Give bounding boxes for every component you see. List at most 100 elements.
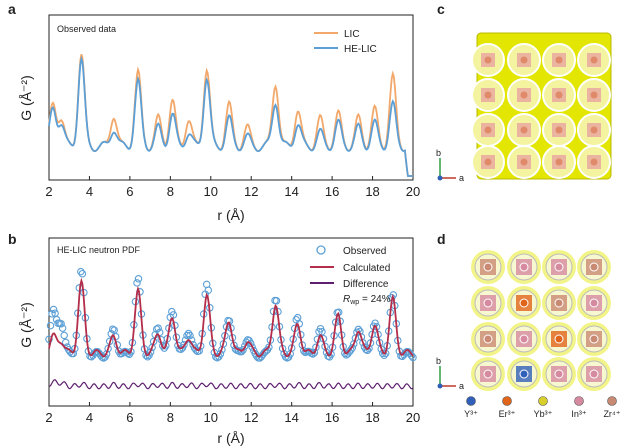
series-line-difference xyxy=(48,379,414,390)
panel-label-b: b xyxy=(8,231,17,247)
cation-site xyxy=(555,126,563,134)
cation-site xyxy=(555,56,563,64)
observed-point xyxy=(183,331,191,340)
ion-legend: Y³⁺ Er³⁺ Yb³⁺ In³⁺ Zr⁴⁺ xyxy=(464,396,621,419)
x-tick-label: 2 xyxy=(45,184,52,199)
x-tick-label: 18 xyxy=(365,410,379,425)
cation-site xyxy=(520,91,528,99)
cation-site xyxy=(590,91,598,99)
observed-point xyxy=(363,346,372,355)
observed-point xyxy=(61,338,70,347)
cation-site xyxy=(520,56,528,64)
plot-frame-a xyxy=(48,14,414,181)
observed-point xyxy=(309,350,317,358)
cation-site xyxy=(519,262,529,272)
panel-label-d: d xyxy=(437,231,446,247)
x-tick-label: 12 xyxy=(244,184,258,199)
observed-point xyxy=(204,286,213,294)
x-tick-label: 10 xyxy=(204,184,218,199)
x-tick-label: 14 xyxy=(284,184,298,199)
cation-site xyxy=(554,369,564,379)
axes-triad-d: b a xyxy=(436,356,464,391)
x-tick-label: 6 xyxy=(126,410,133,425)
observed-point xyxy=(169,311,178,319)
x-tick-label: 2 xyxy=(45,410,52,425)
observed-point xyxy=(272,297,281,305)
rwp-r: R xyxy=(343,294,350,305)
x-tick-label: 6 xyxy=(126,184,133,199)
observed-point xyxy=(134,275,143,283)
cation-site xyxy=(554,334,564,344)
rwp-sub: wp xyxy=(349,299,359,306)
legend-label-observed: Observed xyxy=(343,246,386,257)
cation-site xyxy=(484,91,492,99)
x-axis-label-b: r (Å) xyxy=(217,430,244,446)
cation-site xyxy=(519,298,529,308)
series-line-lic xyxy=(48,54,413,177)
cation-site xyxy=(520,126,528,134)
observed-point xyxy=(248,343,256,351)
observed-point xyxy=(154,324,162,332)
observed-point xyxy=(186,331,194,340)
x-axis-label-a: r (Å) xyxy=(217,207,244,223)
cation-site xyxy=(589,298,599,308)
observed-point xyxy=(184,329,193,338)
axis-a-label-c: a xyxy=(459,173,464,183)
legend-a: LIC HE-LIC xyxy=(314,29,377,55)
observed-point xyxy=(180,340,188,349)
observed-point xyxy=(237,347,246,356)
legend-b: Observed Calculated Difference Rwp = 24% xyxy=(310,245,391,306)
axes-triad-c: b a xyxy=(436,148,464,183)
series-lines-a xyxy=(48,54,413,177)
x-tick-label: 8 xyxy=(167,184,174,199)
series-line-calculated xyxy=(48,277,414,358)
x-ticks-a: 2 4 6 8 10 12 14 16 18 20 xyxy=(45,176,420,199)
panel-label-a: a xyxy=(8,1,16,17)
cation-site xyxy=(555,91,563,99)
legend-label-calculated: Calculated xyxy=(343,263,390,274)
observed-point xyxy=(45,335,53,344)
cation-site xyxy=(520,158,528,166)
y-axis-label-b: G (Å⁻²) xyxy=(18,302,34,348)
observed-point xyxy=(359,338,367,347)
ion-legend-swatch xyxy=(466,396,476,406)
axis-b-label-c: b xyxy=(436,148,441,158)
cation-site xyxy=(483,369,493,379)
ion-legend-swatch xyxy=(574,396,584,406)
panel-label-c: c xyxy=(437,1,445,17)
x-tick-label: 10 xyxy=(204,410,218,425)
cation-site xyxy=(484,126,492,134)
rwp-label: Rwp = 24% xyxy=(343,294,391,306)
observed-point xyxy=(240,342,249,350)
x-tick-label: 4 xyxy=(86,184,93,199)
observed-point xyxy=(133,279,141,287)
observed-point xyxy=(318,327,326,336)
cation-site xyxy=(590,126,598,134)
cation-site xyxy=(590,56,598,64)
legend-swatch-observed xyxy=(316,245,326,255)
cation-site xyxy=(554,262,564,272)
x-tick-label: 16 xyxy=(325,184,339,199)
chart-panel-a: Observed data G (Å⁻²) r (Å) 2 4 6 8 10 12 14 16… xyxy=(18,14,420,223)
observed-point xyxy=(380,351,388,359)
observed-point xyxy=(77,267,85,276)
rwp-value: = 24% xyxy=(359,294,391,305)
ion-legend-label: In³⁺ xyxy=(571,409,587,419)
y-axis-label-a: G (Å⁻²) xyxy=(18,75,34,121)
atom-grid-d xyxy=(471,244,611,391)
ion-legend-swatch xyxy=(538,396,548,406)
observed-point xyxy=(409,353,417,362)
axis-origin-c xyxy=(437,175,443,181)
plot-frame-b xyxy=(48,237,414,407)
ion-legend-label: Er³⁺ xyxy=(499,409,516,419)
observed-point xyxy=(57,320,65,328)
cation-site xyxy=(555,158,563,166)
observed-point xyxy=(195,347,203,355)
cation-site xyxy=(589,369,599,379)
x-tick-label: 12 xyxy=(244,410,258,425)
cation-site xyxy=(589,262,599,272)
ion-legend-swatch xyxy=(502,396,512,406)
observed-point xyxy=(293,313,302,322)
annotation-b: HE-LIC neutron PDF xyxy=(57,245,141,255)
